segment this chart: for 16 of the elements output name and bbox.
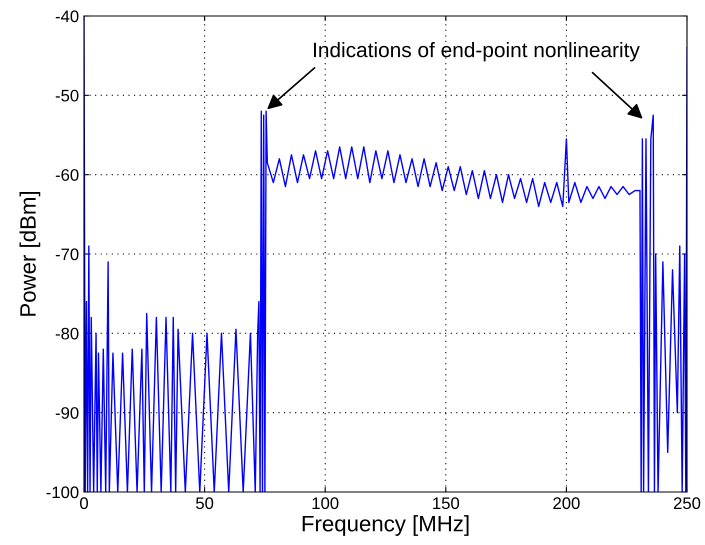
x-tick-label: 50 [196, 497, 214, 510]
y-tick-label: -60 [56, 169, 78, 181]
annotation: Indications of end-point nonlinearity [314, 42, 640, 62]
y-tick-label: -100 [46, 486, 78, 498]
y-tick-label: -90 [56, 407, 78, 419]
x-tick-label: 150 [433, 497, 460, 510]
x-axis-title: Frequency [MHz] [302, 515, 469, 536]
y-tick-label: -70 [56, 248, 78, 260]
x-tick-label: 200 [553, 497, 580, 510]
x-tick-label: 250 [674, 497, 700, 510]
x-tick-label: 0 [80, 497, 88, 510]
y-axis-title: Power [dBm] [20, 192, 40, 316]
y-tick-label: -40 [56, 10, 78, 22]
x-tick-label: 100 [312, 497, 338, 510]
y-tick-label: -80 [56, 328, 78, 340]
y-tick-label: -50 [56, 90, 78, 102]
